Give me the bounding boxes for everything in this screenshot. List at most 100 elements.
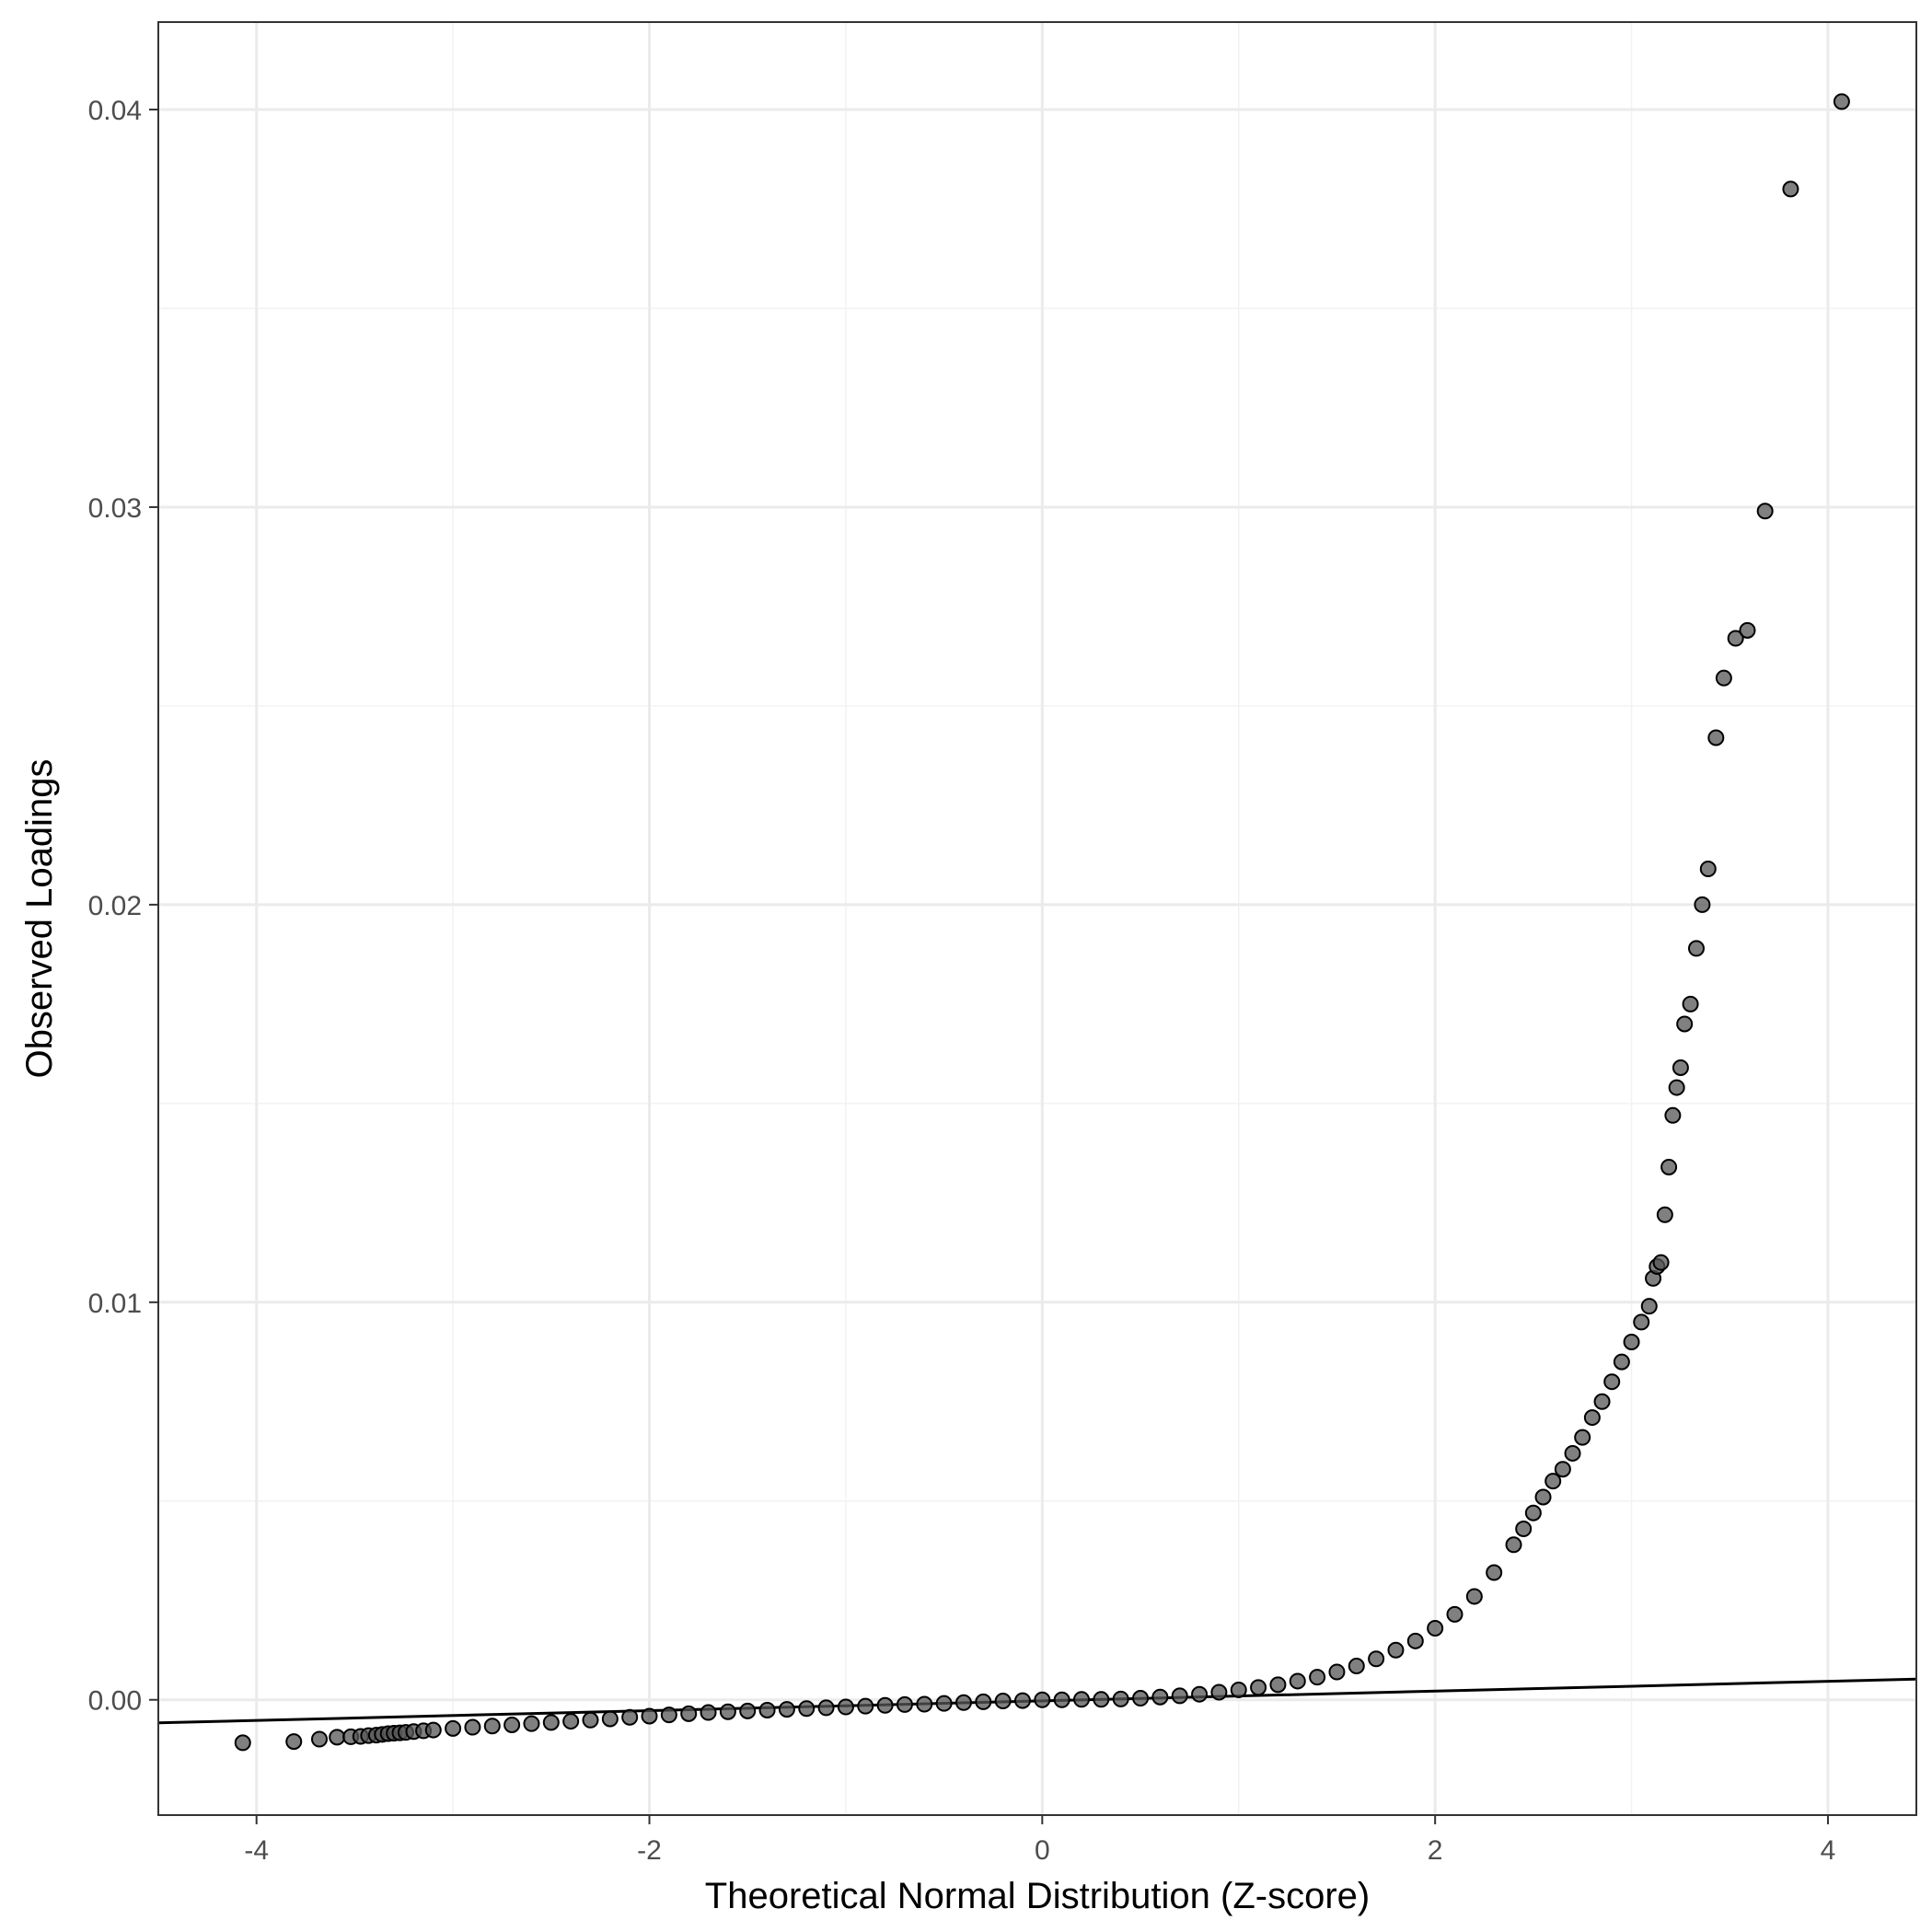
data-point [1715,669,1732,687]
data-point [1309,1669,1326,1686]
data-point [994,1693,1012,1710]
data-point [1583,1409,1601,1427]
data-point [1250,1679,1267,1696]
data-point [935,1695,953,1712]
data-point [329,1729,346,1746]
data-point [1699,861,1717,878]
data-point [1210,1683,1228,1701]
data-point [1633,1313,1650,1331]
data-point [1694,896,1711,913]
data-point [798,1700,816,1718]
x-axis-ticks: -4 -2 0 2 4 [244,1815,1835,1866]
data-point [542,1714,560,1731]
data-point [1593,1393,1611,1410]
data-point [1406,1632,1424,1649]
minor-gridlines [158,22,1916,1815]
y-axis-title: Observed Loadings [19,759,60,1079]
data-point [285,1733,303,1751]
data-point [1782,180,1799,198]
data-point [1534,1488,1552,1506]
data-point [1656,1206,1673,1223]
data-point [1574,1429,1591,1446]
data-point [1230,1681,1247,1698]
data-point [896,1695,913,1713]
data-point [739,1702,757,1719]
plot-border [157,21,1917,1816]
data-point [445,1719,462,1737]
data-point [1544,1473,1562,1490]
data-point [1652,1254,1670,1271]
data-point [234,1734,251,1752]
data-point [758,1701,776,1718]
data-point [1269,1676,1287,1694]
x-tick-label: 4 [1821,1835,1836,1866]
data-point [582,1711,599,1729]
data-point [1554,1461,1571,1478]
data-point [1446,1605,1463,1623]
data-point [1013,1692,1031,1709]
data-point [857,1697,874,1715]
data-point [1348,1658,1365,1675]
data-point [1171,1687,1188,1705]
y-tick-label: 0.03 [88,493,142,524]
data-point [1132,1690,1150,1707]
y-tick-label: 0.01 [88,1289,142,1319]
data-point [1676,1015,1694,1033]
data-point [660,1706,677,1724]
data-point [1833,93,1850,110]
data-point [621,1708,639,1726]
data-point [523,1715,540,1732]
data-point [1664,1106,1682,1124]
data-point [1191,1685,1209,1703]
data-point [310,1730,328,1748]
x-tick-label: -2 [637,1835,662,1866]
data-point [1112,1690,1129,1707]
data-point [641,1707,658,1725]
data-point [1427,1619,1444,1637]
data-point [1515,1521,1533,1538]
data-point [1053,1691,1070,1708]
data-point [1603,1373,1621,1391]
data-point [1640,1298,1658,1315]
plot-area-background [158,22,1916,1815]
data-point [1623,1334,1640,1351]
data-point [1368,1650,1385,1668]
data-point [876,1696,894,1714]
data-point [1505,1536,1522,1554]
data-point [1093,1691,1110,1708]
data-point [1707,729,1725,746]
data-point [778,1701,795,1718]
y-tick-label: 0.00 [88,1686,142,1717]
data-point [1682,995,1699,1012]
data-point [1486,1564,1503,1581]
data-point [916,1695,933,1713]
data-point [1739,621,1756,639]
data-point [680,1705,698,1722]
data-point [464,1718,481,1736]
y-tick-label: 0.02 [88,891,142,921]
y-tick-label: 0.04 [88,96,142,126]
y-axis-ticks: 0.00 0.01 0.02 0.03 0.04 [88,96,158,1717]
data-points [234,93,1850,1752]
data-point [1564,1444,1581,1462]
data-point [1672,1059,1689,1076]
data-point [1034,1691,1051,1708]
x-axis-title: Theoretical Normal Distribution (Z-score… [705,1876,1370,1916]
data-point [1328,1663,1346,1681]
data-point [700,1704,717,1721]
data-point [1660,1158,1678,1175]
data-point [1756,503,1774,520]
data-point [503,1716,521,1733]
data-point [817,1699,835,1717]
x-tick-label: 2 [1428,1835,1443,1866]
data-point [562,1713,580,1730]
data-point [601,1710,619,1728]
data-point [1465,1588,1483,1605]
data-point [1524,1504,1542,1521]
data-point [1387,1641,1405,1659]
data-point [975,1693,992,1710]
data-point [837,1698,854,1716]
data-point [424,1721,442,1739]
data-point [954,1694,972,1711]
